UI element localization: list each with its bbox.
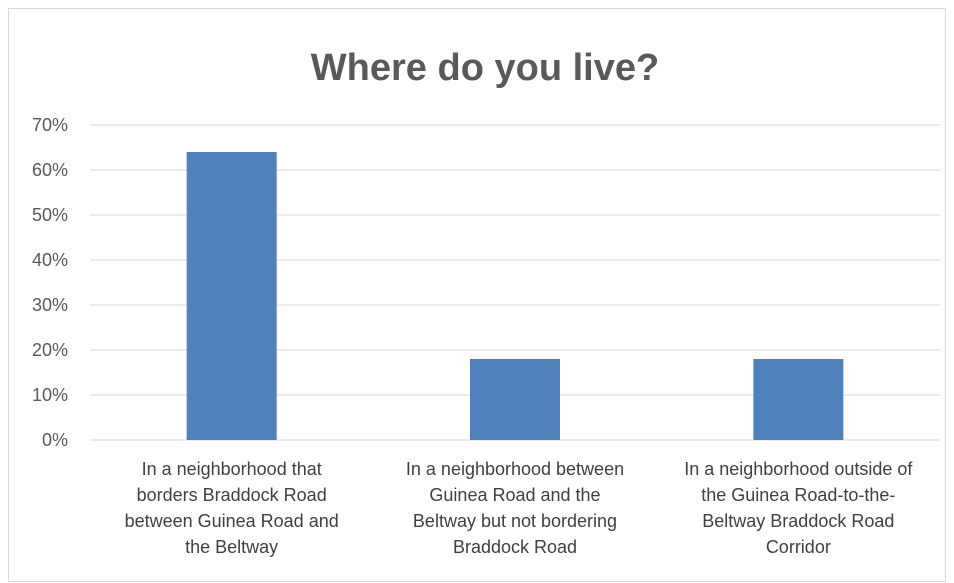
x-category-label-line: Corridor bbox=[765, 537, 831, 557]
x-category-label-line: In a neighborhood outside of bbox=[684, 459, 913, 479]
x-category-label: In a neighborhood that borders Braddock R… bbox=[91, 456, 373, 560]
x-category-label-line: Braddock Road bbox=[452, 537, 578, 557]
x-category-label-line: In a neighborhood that bbox=[141, 459, 322, 479]
x-category-label-line: the Beltway bbox=[185, 537, 279, 557]
x-category-label-line: borders Braddock Road bbox=[136, 485, 327, 505]
x-category-label-line: Guinea Road and the bbox=[429, 485, 601, 505]
y-axis-ticks: 0% 10% 20% 30% 40% 50% 60% 70% bbox=[32, 115, 68, 450]
chart-frame bbox=[8, 8, 946, 582]
x-category-label: In a neighborhood between Guinea Road and… bbox=[374, 456, 656, 560]
x-category-label-line: between Guinea Road and bbox=[124, 511, 339, 531]
y-tick-label: 0% bbox=[42, 430, 68, 450]
chart-title: Where do you live? bbox=[311, 47, 659, 89]
bars bbox=[186, 152, 844, 440]
bar bbox=[470, 359, 560, 440]
x-category-label-line: Beltway but not bordering bbox=[412, 511, 618, 531]
y-tick-label: 50% bbox=[32, 205, 68, 225]
x-category-label: In a neighborhood outside of the Guinea R… bbox=[657, 456, 939, 560]
y-tick-label: 10% bbox=[32, 385, 68, 405]
bar bbox=[753, 359, 844, 440]
y-tick-label: 20% bbox=[32, 340, 68, 360]
x-category-label-line: In a neighborhood between bbox=[405, 459, 625, 479]
bar bbox=[186, 152, 277, 440]
x-category-label-line: the Guinea Road-to-the- bbox=[701, 485, 896, 505]
y-tick-label: 30% bbox=[32, 295, 68, 315]
y-tick-label: 40% bbox=[32, 250, 68, 270]
y-tick-label: 70% bbox=[32, 115, 68, 135]
y-tick-label: 60% bbox=[32, 160, 68, 180]
x-category-label-line: Beltway Braddock Road bbox=[702, 511, 895, 531]
